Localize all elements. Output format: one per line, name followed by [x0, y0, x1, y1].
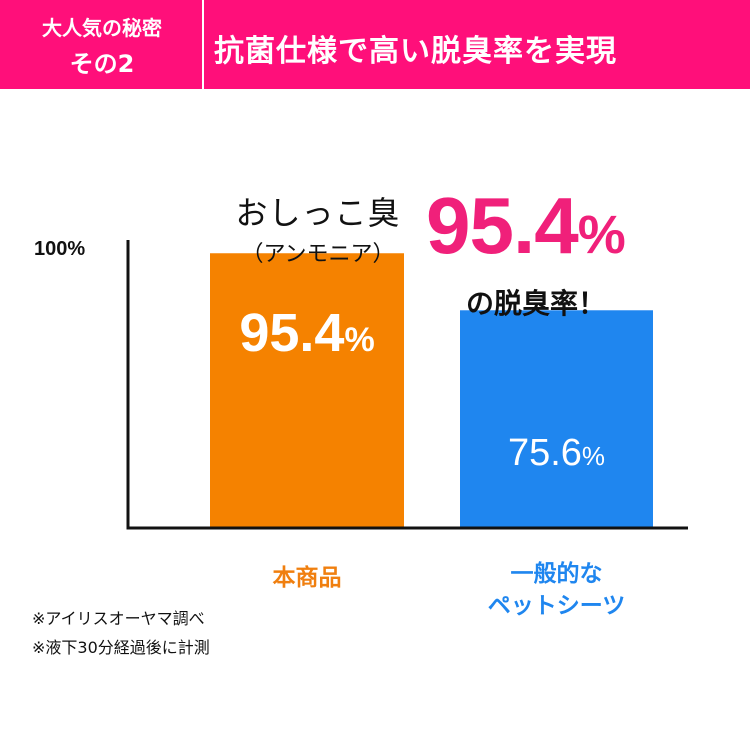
bar-value-number: 75.6 [507, 432, 582, 474]
bar-value-unit: % [581, 441, 606, 471]
page-title: 抗菌仕様で高い脱臭率を実現 [214, 34, 617, 69]
bar-value-label-product: 95.4% [210, 302, 404, 364]
footnote-2: ※液下30分経過後に計測 [32, 638, 210, 657]
secret-badge: 大人気の秘密 その2 [0, 0, 204, 89]
big-value-number: 95.4 [426, 181, 579, 270]
bar-value-number: 95.4 [239, 303, 345, 363]
ammonia-label-line2: （アンモニア） [241, 242, 395, 267]
bar-0 [210, 253, 404, 529]
badge-line2: その2 [69, 50, 135, 78]
ammonia-label-line1: おしっこ臭 [235, 194, 401, 232]
header-banner: 大人気の秘密 その2 抗菌仕様で高い脱臭率を実現 [0, 0, 750, 89]
bar-value-label-general: 75.6% [460, 432, 653, 475]
footnote-1: ※アイリスオーヤマ調べ [32, 609, 205, 628]
footnotes: ※アイリスオーヤマ調べ ※液下30分経過後に計測 [32, 604, 210, 662]
ammonia-label: おしっこ臭 （アンモニア） [228, 188, 408, 268]
bar-1 [460, 310, 653, 528]
category-label-line1: 本商品 [272, 565, 342, 591]
deodorization-rate-text: の脱臭率！ [466, 287, 607, 320]
category-label-general: 一般的な ペットシーツ [440, 558, 673, 622]
category-label-line2: ペットシーツ [487, 593, 626, 619]
y-axis-top-tick-label: 100% [34, 238, 86, 260]
category-label-line1: 一般的な [510, 561, 603, 587]
badge-line1: 大人気の秘密 [42, 16, 162, 40]
bar-value-unit: % [344, 321, 375, 359]
category-label-product: 本商品 [210, 558, 404, 592]
big-value-unit: % [577, 205, 626, 265]
big-value-callout: 95.4% [426, 180, 626, 272]
